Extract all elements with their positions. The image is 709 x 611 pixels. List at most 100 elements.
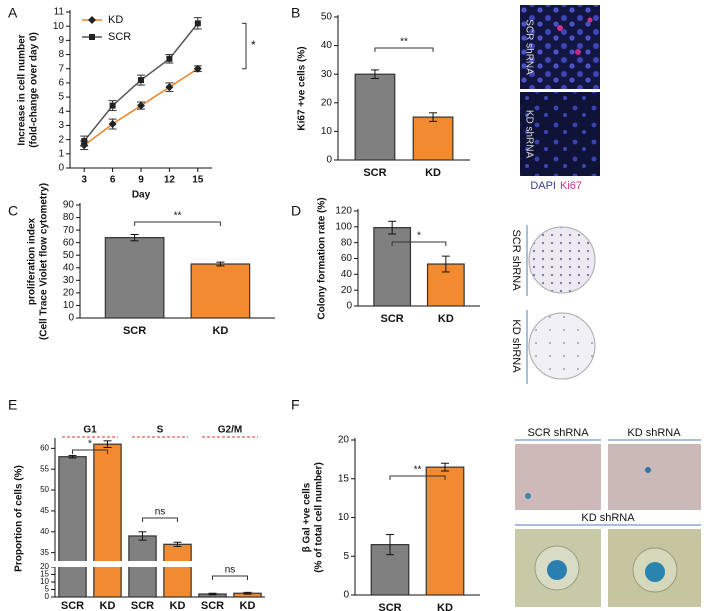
bar	[93, 443, 122, 598]
y-tick-label: 15	[338, 473, 350, 484]
legend-marker	[88, 16, 96, 24]
x-tick-label: KD	[170, 600, 186, 611]
x-tick-label: SCR	[378, 602, 401, 611]
y-tick-label: 0	[68, 313, 74, 324]
axis-break	[49, 561, 267, 567]
image-label: SCR shRNA	[527, 427, 589, 439]
y-tick-label: 50	[321, 12, 333, 23]
significance-label: *	[417, 231, 421, 242]
significance-label: **	[174, 211, 182, 222]
legend-marker	[89, 34, 95, 40]
y-tick-label: 55	[40, 464, 49, 473]
y-tick-label: 2	[58, 134, 64, 145]
y-axis-label: (% of total cell number)	[314, 462, 325, 573]
stain-dot	[645, 562, 665, 582]
y-tick-label: 0	[343, 590, 349, 601]
group-label: S	[157, 425, 164, 436]
panel-letter: C	[8, 203, 18, 219]
group-label: G1	[83, 425, 97, 436]
y-tick-label: 0	[326, 155, 332, 166]
y-tick-label: 5	[343, 551, 349, 562]
marker	[194, 20, 201, 27]
y-tick-label: 4	[58, 106, 64, 117]
stain-label: Ki67	[560, 180, 582, 192]
x-tick-label: SCR	[381, 313, 404, 325]
legend-label: KD	[108, 14, 123, 26]
image-label: SCR shRNA	[510, 229, 522, 291]
panel-letter: B	[291, 5, 300, 21]
y-tick-label: 30	[63, 275, 75, 286]
bar	[190, 263, 251, 319]
y-tick-label: 80	[63, 212, 75, 223]
y-tick-label: 15	[40, 570, 49, 579]
stain-dot	[557, 25, 563, 31]
significance-bracket	[391, 241, 447, 246]
x-tick-label: 12	[164, 175, 176, 186]
stain-dot	[575, 49, 581, 55]
y-tick-label: 90	[63, 200, 75, 211]
y-tick-label: 10	[321, 126, 333, 137]
y-axis-label: β Gal +ve cells	[302, 482, 313, 552]
kd-image	[608, 444, 701, 510]
x-tick-label: 3	[81, 175, 87, 186]
y-axis-label: proliferation index	[27, 217, 38, 305]
x-tick-label: 15	[192, 175, 204, 186]
y-tick-label: 20	[321, 97, 333, 108]
x-tick-label: SCR	[61, 600, 84, 611]
y-tick-label: 11	[54, 7, 65, 18]
marker	[166, 55, 173, 62]
bgal-images	[515, 439, 701, 607]
x-tick-label: KD	[425, 167, 441, 179]
y-axis-label: Ki67 +ve cells (%)	[297, 46, 308, 130]
y-tick-label: 7	[58, 63, 64, 74]
y-tick-label: 6	[58, 78, 64, 89]
y-tick-label: 10	[40, 577, 49, 586]
y-tick-label: 40	[341, 269, 353, 280]
y-tick-label: 45	[40, 506, 49, 515]
stain-label: DAPI	[530, 180, 556, 192]
y-tick-label: 3	[58, 120, 64, 131]
bar	[412, 116, 454, 161]
stain-dot	[547, 560, 567, 580]
x-tick-label: SCR	[123, 325, 146, 337]
legend-label: SCR	[108, 31, 131, 43]
marker	[108, 120, 117, 129]
y-tick-label: 20	[40, 562, 49, 571]
x-tick-label: KD	[240, 600, 256, 611]
x-tick-label: 9	[138, 175, 144, 186]
significance-label: *	[88, 439, 92, 450]
bar	[425, 466, 465, 596]
bar	[104, 237, 165, 319]
significance-bracket	[212, 575, 248, 580]
x-tick-label: KD	[100, 600, 116, 611]
x-tick-label: KD	[212, 325, 228, 337]
x-axis-label: Day	[132, 190, 151, 201]
y-tick-label: 10	[63, 300, 75, 311]
bar	[373, 227, 412, 307]
y-axis-label: (Cell Trace Violet flow cytometry)	[39, 183, 50, 340]
significance-bracket	[72, 449, 108, 454]
x-tick-label: SCR	[131, 600, 154, 611]
y-tick-label: 5	[45, 585, 50, 594]
scr-image	[520, 5, 600, 89]
y-tick-label: 100	[335, 221, 352, 232]
bar	[163, 543, 192, 598]
kd-plate	[528, 312, 596, 380]
significance-label: ns	[155, 507, 166, 518]
marker	[138, 77, 144, 84]
y-tick-label: 60	[40, 443, 49, 452]
x-tick-label: KD	[437, 602, 453, 611]
significance-label: **	[400, 37, 408, 48]
y-tick-label: 70	[63, 225, 75, 236]
x-tick-label: 6	[110, 175, 116, 186]
y-tick-label: 20	[338, 435, 350, 446]
x-tick-label: KD	[438, 313, 454, 325]
y-tick-label: 0	[45, 592, 50, 601]
y-tick-label: 8	[58, 49, 64, 60]
panel-letter: D	[291, 203, 301, 219]
panel-letter: A	[8, 5, 18, 21]
significance-label: **	[414, 465, 422, 476]
marker	[193, 64, 202, 73]
